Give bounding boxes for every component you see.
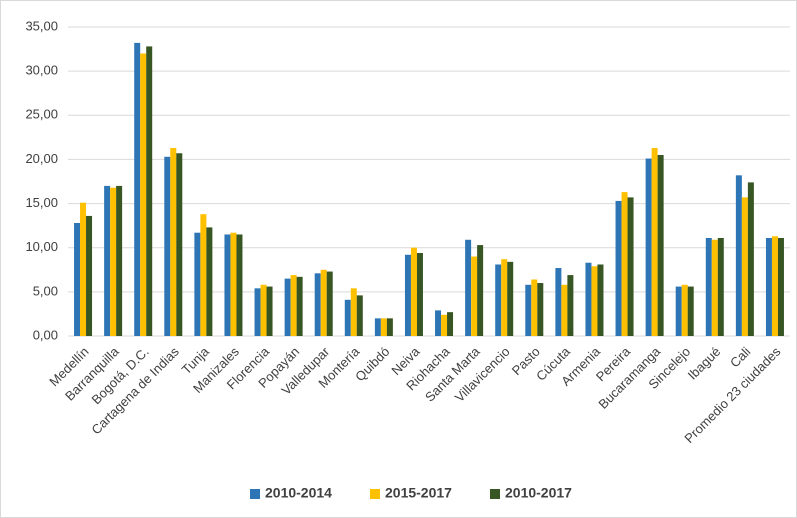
bar [681, 284, 688, 336]
bar [471, 256, 478, 336]
bar [495, 264, 502, 336]
y-tick-label: 35,00 [25, 18, 58, 33]
bar [224, 234, 231, 336]
bar [206, 227, 213, 336]
bar [537, 283, 544, 336]
bar [266, 286, 273, 336]
y-tick-label: 0,00 [33, 327, 58, 342]
bar [567, 275, 574, 336]
bar [435, 310, 442, 336]
bar [675, 286, 682, 336]
bar [741, 197, 748, 336]
bar [597, 264, 604, 336]
bar [380, 318, 387, 336]
legend-swatch [370, 489, 380, 499]
bar [687, 286, 694, 336]
bar [74, 222, 81, 336]
bar [164, 156, 171, 336]
legend-swatch [250, 489, 260, 499]
legend-label: 2015-2017 [385, 485, 452, 501]
bar [525, 284, 532, 336]
bar [170, 147, 177, 336]
bar [441, 314, 448, 336]
bar [146, 46, 153, 337]
bar [86, 215, 93, 336]
bar [477, 245, 484, 336]
y-tick-label: 15,00 [25, 195, 58, 210]
bar [627, 197, 634, 336]
bar [326, 271, 333, 336]
bar [591, 266, 598, 336]
bar [657, 155, 664, 336]
bar [314, 273, 321, 336]
bar [507, 261, 514, 336]
bar [447, 312, 454, 336]
bar [254, 288, 261, 336]
bar [374, 318, 381, 336]
bar [344, 299, 351, 336]
bar [711, 239, 718, 336]
bar [320, 269, 327, 336]
bar [194, 232, 201, 336]
bar [404, 254, 411, 336]
bar [621, 192, 628, 336]
bar [134, 42, 141, 337]
bar [777, 238, 784, 336]
bar [284, 278, 291, 336]
bar [356, 295, 363, 336]
bar [645, 158, 652, 336]
bar [651, 147, 658, 336]
bar [200, 214, 207, 336]
bar [290, 275, 297, 336]
y-tick-label: 25,00 [25, 107, 58, 122]
bar [555, 268, 562, 336]
bar [110, 187, 117, 336]
y-tick-label: 20,00 [25, 151, 58, 166]
y-tick-label: 30,00 [25, 63, 58, 78]
legend-label: 2010-2017 [505, 485, 572, 501]
bar [531, 279, 538, 336]
bar [615, 200, 622, 336]
bar [260, 284, 267, 336]
legend-swatch [490, 489, 500, 499]
bar [236, 234, 243, 336]
bar [140, 53, 147, 336]
y-tick-label: 10,00 [25, 239, 58, 254]
bar [747, 182, 754, 336]
bar [735, 175, 742, 336]
bar [296, 276, 303, 336]
bar [501, 259, 508, 336]
bar [561, 284, 568, 336]
bar [230, 232, 237, 336]
bar [410, 247, 417, 336]
bar [771, 236, 778, 336]
bar [116, 185, 123, 336]
bar [350, 288, 357, 336]
bar [80, 202, 87, 336]
legend-label: 2010-2014 [265, 485, 332, 501]
bar [717, 238, 724, 336]
y-tick-label: 5,00 [33, 283, 58, 298]
bar [104, 185, 111, 336]
bar [386, 318, 393, 336]
bar [585, 262, 592, 336]
bar [705, 238, 712, 336]
bar [416, 253, 423, 336]
bar [176, 153, 183, 336]
bar [765, 238, 772, 336]
bar [465, 239, 472, 336]
